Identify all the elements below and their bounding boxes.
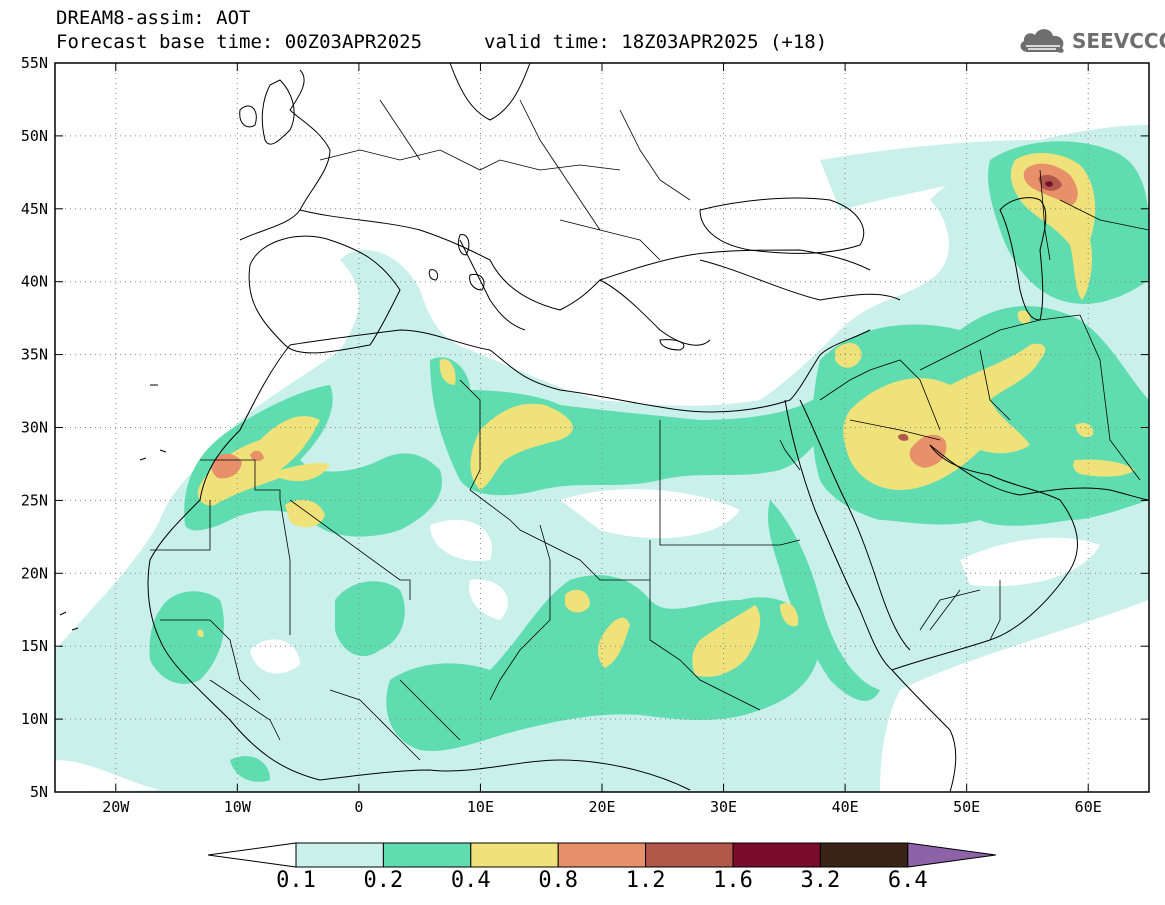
lat-label: 45N	[21, 200, 48, 218]
lon-label: 20E	[588, 798, 615, 816]
lat-label: 15N	[21, 637, 48, 655]
lon-label: 20W	[102, 798, 130, 816]
latitude-labels: 55N 50N 45N 40N 35N 30N 25N 20N 15N 10N 5N	[21, 54, 48, 801]
colorbar-label: 0.2	[363, 868, 404, 893]
map-title: DREAM8-assim: AOT	[56, 7, 251, 29]
country-borders	[150, 99, 1149, 761]
coastlines	[59, 63, 1149, 792]
lon-label: 40E	[832, 798, 859, 816]
longitude-labels: 20W 10W 0 10E 20E 30E 40E 50E 60E	[102, 798, 1102, 816]
cloud-icon	[1020, 29, 1064, 53]
colorbar-label: 0.4	[450, 868, 491, 893]
colorbar-label: 0.1	[276, 868, 316, 893]
colorbar-label: 6.4	[887, 868, 928, 893]
lon-label: 10W	[224, 798, 252, 816]
aot-level-1-6	[1045, 181, 1053, 187]
colorbar-box	[295, 842, 384, 868]
lat-label: 5N	[30, 783, 48, 801]
colorbar-label: 1.2	[625, 868, 666, 893]
colorbar-over-triangle	[907, 842, 996, 868]
colorbar-box	[470, 842, 559, 868]
colorbar-label: 0.8	[538, 868, 579, 893]
lat-label: 25N	[21, 491, 48, 509]
seevccc-logo: SEEVCCC	[1016, 24, 1165, 58]
lat-label: 10N	[21, 710, 48, 728]
colorbar-box	[819, 842, 909, 868]
lat-label: 20N	[21, 564, 48, 582]
colorbar-box	[557, 842, 647, 868]
colorbar-box	[732, 842, 821, 868]
lon-label: 10E	[467, 798, 494, 816]
lat-label: 50N	[21, 127, 48, 145]
colorbar-under-triangle	[207, 842, 297, 868]
colorbar	[207, 842, 996, 868]
aot-clear-areas	[55, 489, 1149, 792]
lat-label: 40N	[21, 273, 48, 291]
colorbar-box	[382, 842, 472, 868]
lon-label: 0	[354, 798, 363, 816]
axis-ticks	[55, 62, 1149, 793]
colorbar-box	[645, 842, 734, 868]
colorbar-label: 3.2	[800, 868, 841, 893]
forecast-base-time: Forecast base time: 00Z03APR2025	[56, 31, 423, 53]
valid-time: valid time: 18Z03APR2025 (+18)	[484, 31, 828, 53]
lon-label: 50E	[953, 798, 980, 816]
lat-label: 35N	[21, 346, 48, 364]
lat-label: 30N	[21, 419, 48, 437]
lon-label: 30E	[710, 798, 737, 816]
lat-label: 55N	[21, 54, 48, 72]
lon-label: 60E	[1075, 798, 1102, 816]
logo-text: SEEVCCC	[1072, 29, 1165, 53]
colorbar-label: 1.6	[713, 868, 753, 893]
